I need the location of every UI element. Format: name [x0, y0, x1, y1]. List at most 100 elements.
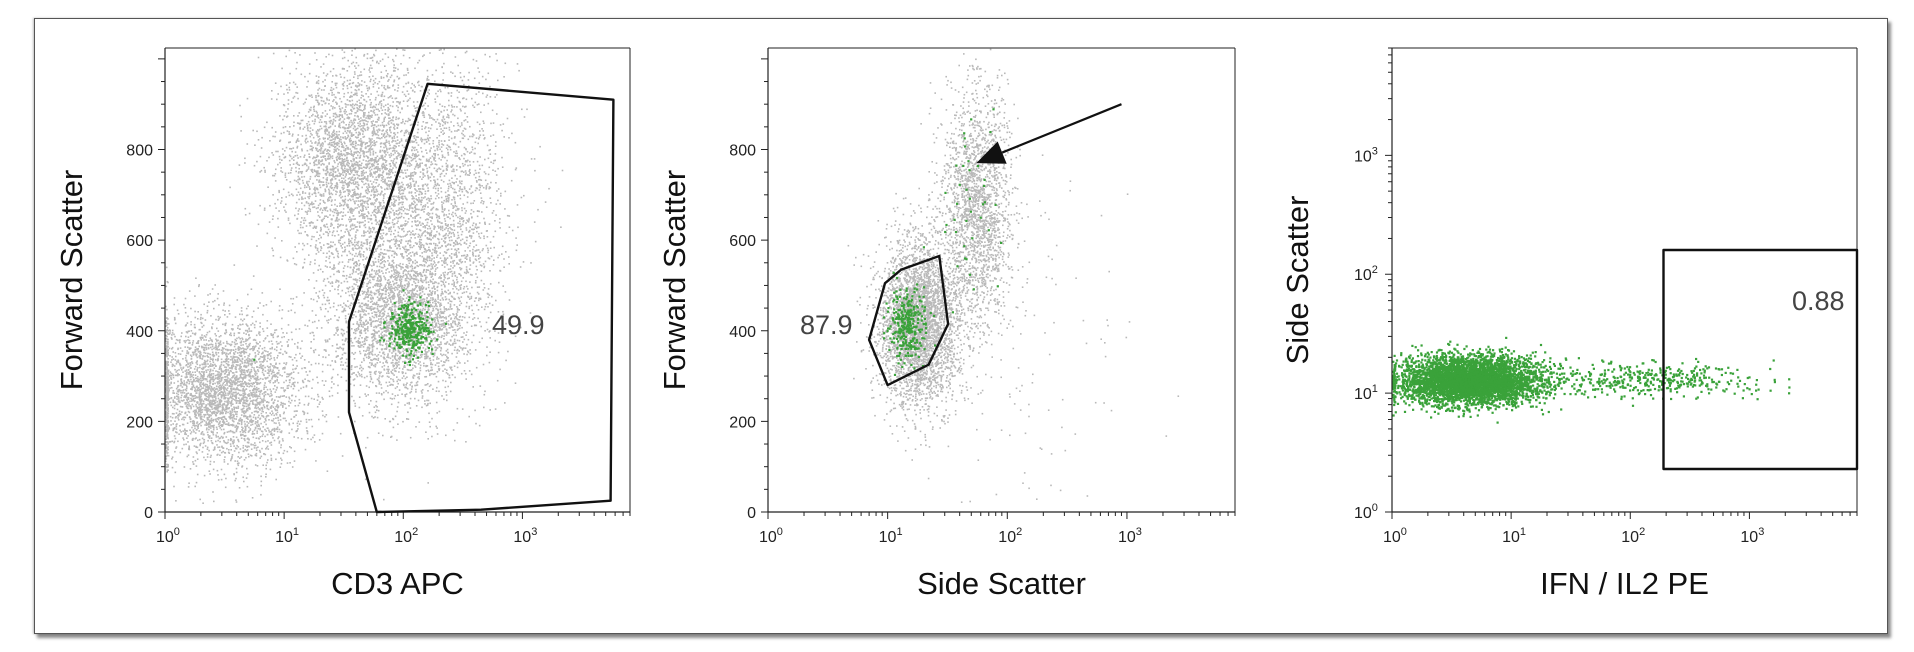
event-point — [366, 155, 369, 158]
event-point — [397, 68, 399, 71]
event-point — [281, 317, 283, 320]
event-point — [226, 379, 229, 381]
event-point — [241, 369, 243, 371]
event-point — [390, 95, 392, 97]
event-point — [359, 132, 361, 135]
event-point — [272, 382, 275, 384]
event-point — [342, 161, 345, 164]
event-point — [211, 395, 213, 398]
event-point — [189, 400, 191, 403]
event-point — [344, 181, 346, 184]
event-point — [250, 359, 253, 361]
event-point — [252, 430, 254, 433]
event-point — [256, 430, 258, 432]
event-point — [246, 325, 249, 327]
event-point — [207, 363, 209, 365]
event-point — [218, 368, 221, 370]
event-point — [187, 407, 190, 410]
event-point — [259, 382, 262, 384]
event-point — [203, 303, 205, 306]
event-point — [249, 414, 251, 417]
event-point — [206, 446, 209, 449]
event-point — [174, 450, 176, 453]
event-point — [276, 430, 279, 433]
event-point — [249, 379, 251, 382]
event-point — [324, 215, 326, 218]
event-point — [245, 383, 248, 386]
event-point — [335, 185, 337, 188]
event-point — [261, 398, 263, 401]
event-point — [259, 334, 261, 336]
event-point — [282, 452, 285, 455]
event-point — [189, 429, 191, 431]
event-point — [353, 174, 356, 176]
event-point — [404, 163, 407, 165]
event-point — [347, 204, 349, 206]
event-point — [263, 207, 266, 210]
event-point — [230, 389, 232, 392]
event-point — [351, 223, 354, 226]
event-point — [416, 124, 419, 126]
event-point — [236, 356, 238, 358]
event-point — [313, 122, 316, 125]
event-point — [330, 386, 333, 389]
event-point — [271, 378, 273, 380]
event-point — [204, 355, 206, 358]
event-point — [221, 421, 224, 423]
event-point — [347, 199, 349, 202]
event-point — [168, 384, 171, 386]
event-point — [205, 339, 207, 341]
event-point — [240, 434, 242, 437]
event-point — [203, 385, 205, 387]
event-point — [374, 114, 377, 116]
event-point — [211, 348, 213, 351]
event-point — [348, 233, 350, 235]
event-point — [296, 429, 298, 432]
event-point — [182, 390, 184, 392]
event-point — [302, 267, 304, 269]
event-point — [244, 207, 247, 210]
event-point — [224, 452, 227, 454]
event-point — [406, 120, 409, 123]
event-point — [203, 474, 206, 477]
event-point — [208, 403, 211, 406]
event-point — [182, 430, 184, 432]
event-point — [258, 425, 260, 427]
event-point — [248, 445, 250, 448]
event-point — [280, 200, 283, 202]
event-point — [166, 398, 169, 400]
event-point — [235, 413, 237, 415]
event-point — [289, 462, 291, 464]
event-point — [202, 346, 205, 349]
event-point — [184, 403, 187, 405]
event-point — [301, 164, 304, 167]
event-point — [210, 390, 213, 393]
event-point — [331, 54, 334, 57]
event-point — [304, 378, 306, 380]
event-point — [200, 432, 203, 434]
event-point — [203, 348, 205, 351]
event-point — [212, 383, 214, 385]
event-point — [167, 353, 169, 356]
event-point — [223, 421, 226, 423]
event-point — [216, 469, 219, 472]
event-point — [172, 392, 174, 394]
event-point — [239, 313, 241, 316]
event-point — [231, 419, 234, 421]
event-point — [247, 418, 249, 420]
event-point — [270, 405, 272, 408]
event-point — [181, 386, 184, 388]
event-point — [177, 353, 180, 355]
event-point — [359, 120, 362, 122]
event-point — [240, 414, 243, 416]
event-point — [256, 397, 259, 399]
event-point — [287, 345, 289, 348]
event-point — [176, 309, 179, 312]
event-point — [181, 392, 184, 394]
event-point — [221, 376, 223, 379]
event-point — [201, 409, 204, 411]
event-point — [269, 355, 272, 357]
event-point — [234, 388, 236, 391]
event-point — [190, 394, 193, 397]
event-point — [171, 373, 174, 376]
